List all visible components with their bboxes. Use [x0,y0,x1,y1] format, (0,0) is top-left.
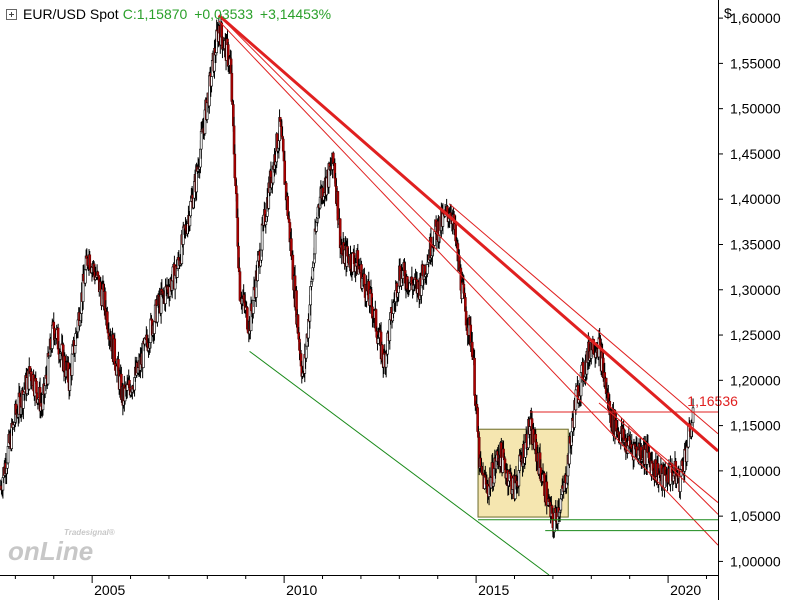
y-tick-label: 1,55000 [730,55,781,71]
candle-body [35,380,38,394]
candle-body [230,73,234,102]
candle-body [574,389,578,411]
candle-body [287,218,291,223]
watermark-main-text: onLine [8,536,94,566]
candle-body [425,264,429,275]
candle-body [363,273,366,285]
candle-body [281,138,285,152]
candle-body [84,269,87,284]
y-tick-label: 1,35000 [730,236,781,252]
y-tick-label: 1,60000 [730,10,781,26]
close-price: C:1,15870 [122,6,188,22]
y-tick-label: 1,25000 [730,327,781,343]
y-tick-label: 1,50000 [730,101,781,117]
candle-body [559,498,563,511]
candle-body [73,345,77,354]
x-tick-label: 2015 [478,582,509,598]
y-tick-label: 1,30000 [730,282,781,298]
x-tick-label: 2020 [670,582,701,598]
candle-body [679,475,682,492]
y-tick-label: 1,20000 [730,372,781,388]
expand-icon[interactable] [6,8,17,20]
y-tick-label: 1,00000 [730,553,781,569]
candle-body [113,338,117,365]
y-tick-label: 1,10000 [730,463,781,479]
candle-body [210,76,213,87]
short-downtrend [598,402,719,503]
candle-body [238,271,242,301]
downtrend-channel-2 [218,20,719,546]
candle-body [233,153,237,179]
candle-body [336,191,340,221]
candle-body [470,341,474,357]
candle-body [283,160,287,185]
candle-body [234,185,238,195]
change-abs: +0,03533 [194,6,253,22]
y-tick-label: 1,40000 [730,191,781,207]
y-tick-label: 1,15000 [730,418,781,434]
candle-body [685,446,689,463]
candle-body [236,217,240,247]
candle-body [553,519,556,533]
candle-body [473,357,476,396]
candle-body [88,254,92,270]
watermark-logo: Tradesignal® onLine [8,528,115,568]
candle-body [70,353,74,376]
downtrend-upper-parallel [448,203,719,435]
candle-body [691,407,695,423]
resistance-level-label: 1,16536 [687,393,738,409]
change-pct: +3,14453% [259,6,332,22]
quote-line: C:1,15870 +0,03533 +3,14453% [123,6,334,22]
currency-label: $ [724,5,732,21]
y-tick-label: 1,05000 [730,508,781,524]
x-tick-label: 2005 [94,582,125,598]
candle-body [199,130,203,150]
candle-body [189,200,192,217]
candle-body [153,321,156,334]
candle-body [376,337,380,344]
watermark-small-text: Tradesignal® [64,528,115,537]
y-tick-label: 1,45000 [730,146,781,162]
downtrend-channel-1 [218,15,719,515]
green-support-line [249,350,550,576]
symbol-label: EUR/USD Spot [23,6,119,22]
x-tick-label: 2010 [286,582,317,598]
candle-body [156,305,159,323]
main-downtrend [217,14,719,453]
chart-header: EUR/USD Spot C:1,15870 +0,03533 +3,14453… [6,4,334,24]
